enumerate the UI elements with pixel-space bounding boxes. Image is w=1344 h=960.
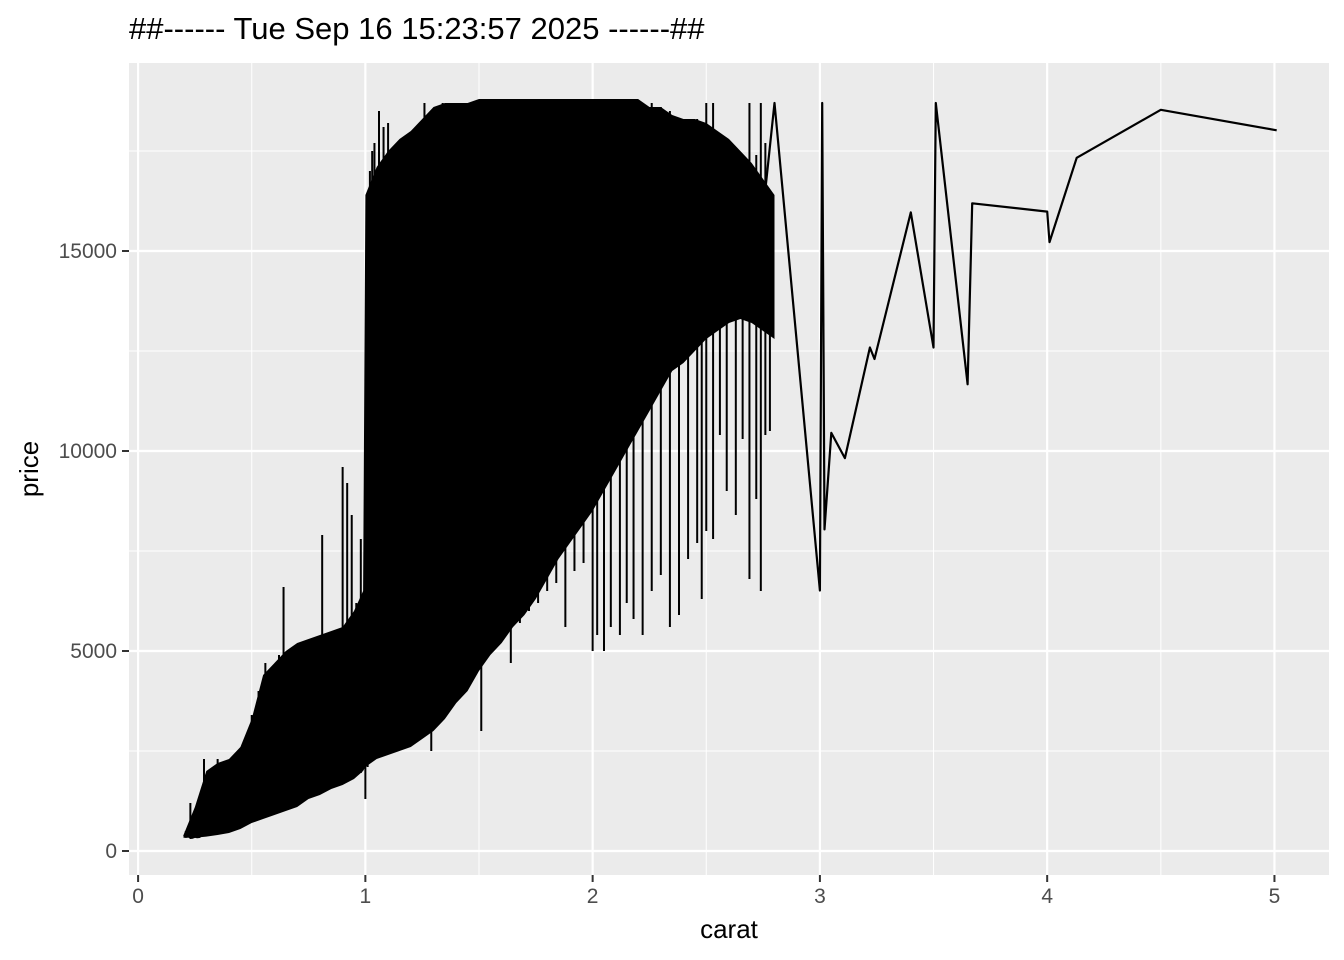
x-tick-label: 4 bbox=[1041, 885, 1053, 908]
axis-ticks bbox=[122, 250, 1276, 882]
x-tick-label: 5 bbox=[1269, 885, 1281, 908]
y-tick-labels: 0 5000 10000 15000 bbox=[59, 240, 117, 863]
y-tick-label: 15000 bbox=[59, 240, 117, 263]
x-tick-label: 3 bbox=[814, 885, 826, 908]
x-tick-label: 0 bbox=[132, 885, 144, 908]
x-axis-title: carat bbox=[700, 914, 759, 944]
data-layer bbox=[183, 99, 1277, 840]
x-tick-labels: 0 1 2 3 4 5 bbox=[132, 885, 1280, 908]
series-line bbox=[183, 101, 1277, 840]
x-tick-label: 2 bbox=[587, 885, 599, 908]
y-axis-title: price bbox=[14, 441, 44, 497]
x-tick-label: 1 bbox=[360, 885, 372, 908]
chart-title: ##------ Tue Sep 16 15:23:57 2025 ------… bbox=[129, 11, 705, 46]
y-tick-label: 5000 bbox=[70, 640, 117, 663]
y-tick-label: 0 bbox=[105, 840, 117, 863]
y-tick-label: 10000 bbox=[59, 440, 117, 463]
